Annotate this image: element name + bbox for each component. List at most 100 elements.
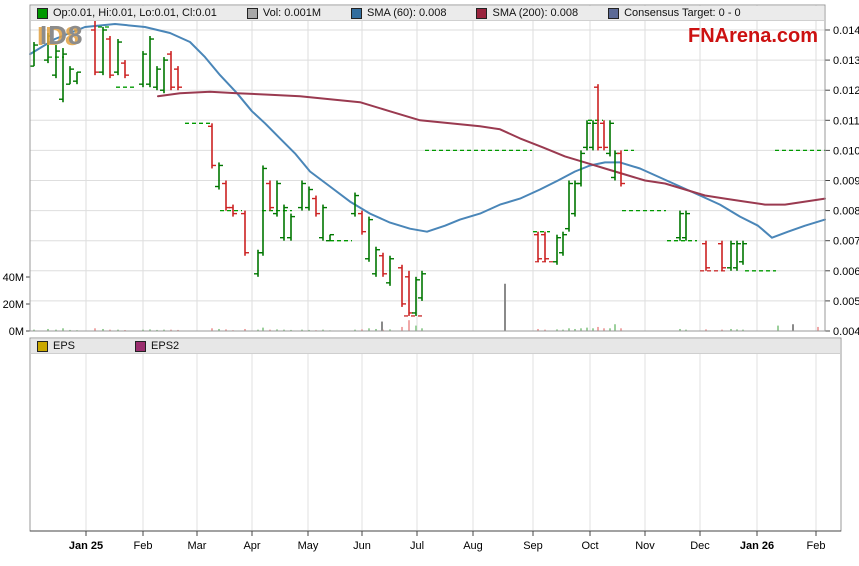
volume-bar (586, 327, 588, 331)
legend-item: SMA (60): 0.008 (350, 7, 447, 19)
volume-bar (156, 329, 158, 331)
volume-bar (262, 327, 264, 331)
volume-bar (620, 328, 622, 331)
volume-bar (597, 326, 599, 331)
volume-bar (504, 283, 506, 331)
volume-bar (368, 328, 370, 331)
legend-item: EPS (37, 340, 75, 352)
volume-bar (556, 329, 558, 331)
price-tick-label: 0.014 (833, 25, 859, 37)
legend-label: Op:0.01, Hi:0.01, Lo:0.01, Cl:0.01 (53, 7, 217, 19)
volume-bar (721, 329, 723, 331)
volume-bar (609, 328, 611, 331)
month-label: Jan 25 (69, 540, 103, 552)
month-label: Jul (410, 540, 424, 552)
volume-bar (817, 326, 819, 331)
volume-bar (354, 329, 356, 331)
sma60-line (29, 23, 826, 239)
series-swatch-icon (246, 7, 258, 19)
series-swatch-icon (608, 7, 620, 19)
legend-item: Vol: 0.001M (246, 7, 321, 19)
volume-bar (102, 328, 104, 331)
legend-item: SMA (200): 0.008 (476, 7, 578, 19)
volume-bar (142, 329, 144, 331)
volume-bar (149, 329, 151, 331)
volume-bar (544, 329, 546, 331)
volume-bar (592, 328, 594, 331)
volume-bar (537, 328, 539, 331)
legend-item: Consensus Target: 0 - 0 (608, 7, 741, 19)
price-tick-label: 0.005 (833, 296, 859, 308)
volume-bar (736, 329, 738, 331)
volume-bar (574, 328, 576, 331)
volume-bar (308, 329, 310, 331)
price-tick-label: 0.004 (833, 326, 859, 338)
volume-bar (301, 329, 303, 331)
volume-bar (792, 324, 794, 331)
volume-bar (322, 329, 324, 331)
volume-bar (47, 328, 49, 331)
legend-label: EPS2 (151, 340, 180, 352)
volume-bar (283, 329, 285, 331)
month-label: Nov (635, 540, 655, 552)
volume-bar (218, 328, 220, 331)
legend-label: SMA (60): 0.008 (366, 7, 447, 19)
month-label: Jan 26 (740, 540, 774, 552)
volume-bar (225, 329, 227, 331)
volume-bar (562, 329, 564, 331)
volume-bar (421, 328, 423, 331)
volume-bar (257, 329, 259, 331)
price-tick-label: 0.009 (833, 176, 859, 188)
volume-bar (705, 329, 707, 331)
legend-item: EPS2 (135, 340, 179, 352)
volume-bar (401, 326, 403, 331)
volume-bar (568, 328, 570, 331)
volume-bar (361, 329, 363, 331)
volume-bar (244, 328, 246, 331)
volume-bar (614, 324, 616, 331)
volume-tick-label: 40M (3, 272, 24, 284)
volume-bar (375, 328, 377, 331)
indicator-legend-bar: Op:0.01, Hi:0.01, Lo:0.01, Cl:0.01 Vol: 0… (31, 6, 824, 21)
volume-bar (290, 329, 292, 331)
volume-bar (55, 329, 57, 331)
month-label: Jun (353, 540, 371, 552)
eps-legend-bar: EPS EPS2 (31, 339, 840, 354)
price-tick-label: 0.007 (833, 236, 859, 248)
price-tick-label: 0.008 (833, 206, 859, 218)
volume-bar (679, 328, 681, 331)
volume-bar (33, 329, 35, 331)
price-tick-label: 0.011 (833, 115, 859, 127)
month-label: May (298, 540, 319, 552)
price-tick-label: 0.010 (833, 145, 859, 157)
volume-bar (69, 329, 71, 331)
price-tick-label: 0.012 (833, 85, 859, 97)
series-swatch-icon (350, 7, 362, 19)
legend-item: Op:0.01, Hi:0.01, Lo:0.01, Cl:0.01 (37, 7, 217, 19)
month-label: Apr (243, 540, 260, 552)
volume-tick-label: 20M (3, 299, 24, 311)
price-tick-label: 0.006 (833, 266, 859, 278)
volume-bar (163, 329, 165, 331)
volume-bar (170, 329, 172, 331)
volume-bar (685, 329, 687, 331)
legend-label: Vol: 0.001M (262, 7, 321, 19)
volume-bar (730, 328, 732, 331)
month-label: Aug (463, 540, 483, 552)
month-label: Feb (134, 540, 153, 552)
month-label: Dec (690, 540, 710, 552)
series-swatch-icon (476, 7, 488, 19)
volume-bar (117, 329, 119, 331)
volume-bar (177, 329, 179, 331)
legend-label: SMA (200): 0.008 (492, 7, 579, 19)
month-label: Oct (581, 540, 598, 552)
series-swatch-icon (37, 7, 48, 19)
price-panel-border (29, 4, 826, 332)
volume-bar (276, 329, 278, 331)
sma200-line (157, 90, 826, 206)
volume-bar (603, 328, 605, 331)
eps-panel-border (29, 337, 842, 532)
volume-bar (742, 329, 744, 331)
